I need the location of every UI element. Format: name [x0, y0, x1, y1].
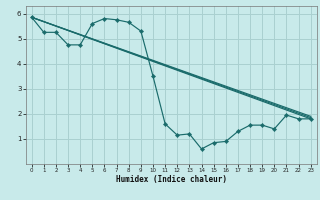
X-axis label: Humidex (Indice chaleur): Humidex (Indice chaleur) — [116, 175, 227, 184]
